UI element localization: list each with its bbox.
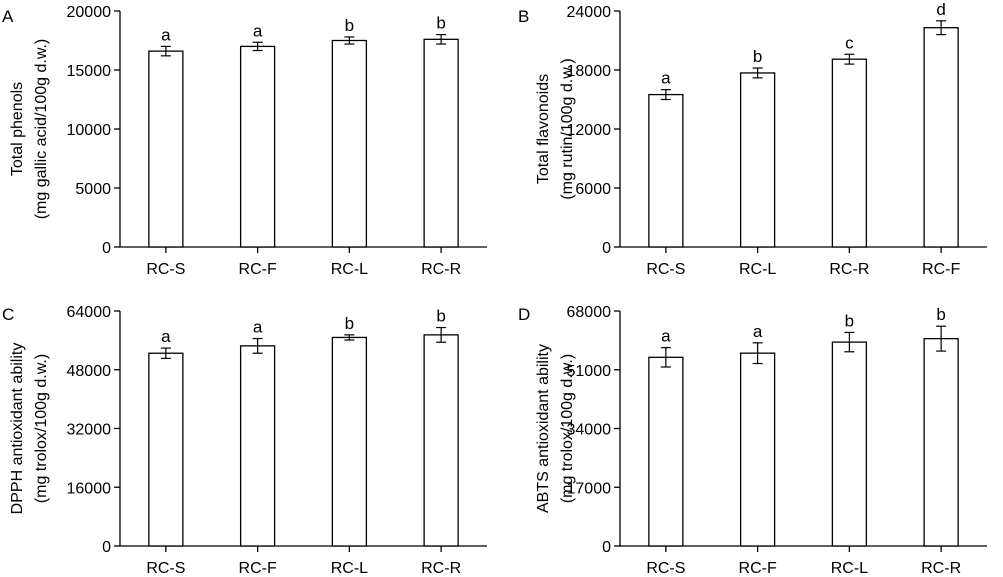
y-tick-label: 12000 [567, 122, 612, 139]
panel-label: B [518, 7, 529, 26]
significance-label: b [845, 311, 854, 330]
y-tick-label: 0 [102, 240, 111, 257]
x-tick-label: RC-F [239, 560, 277, 577]
panel-label: C [2, 305, 14, 324]
x-tick-label: RC-R [421, 261, 461, 278]
y-tick-label: 17000 [567, 480, 612, 497]
bar [423, 38, 459, 248]
y-axis-title: Total flavonoids [535, 74, 552, 184]
x-tick-label: RC-R [421, 560, 461, 577]
y-tick-label: 0 [602, 240, 611, 257]
y-tick-label: 64000 [67, 304, 112, 321]
y-tick-label: 0 [102, 539, 111, 556]
bar [923, 337, 959, 547]
x-tick-label: RC-S [646, 560, 685, 577]
bar [331, 39, 368, 248]
y-axis-unit: (mg trolox/100g d.w.) [33, 354, 50, 503]
bar [239, 45, 276, 248]
significance-label: d [936, 0, 945, 19]
x-tick-label: RC-F [922, 261, 960, 278]
bar [148, 352, 184, 547]
y-tick-label: 34000 [567, 422, 612, 439]
x-tick-label: RC-L [331, 560, 368, 577]
bar [331, 336, 368, 547]
significance-label: a [161, 327, 171, 346]
y-tick-label: 6000 [575, 181, 611, 198]
significance-label: b [436, 307, 445, 326]
y-tick-label: 48000 [67, 363, 112, 380]
bar [148, 50, 184, 248]
y-tick-label: 10000 [67, 122, 112, 139]
y-tick-label: 68000 [567, 304, 612, 321]
x-tick-label: RC-R [921, 560, 961, 577]
bar [831, 341, 868, 547]
significance-label: b [753, 47, 762, 66]
y-tick-label: 18000 [567, 63, 612, 80]
significance-label: b [436, 14, 445, 33]
y-axis-title: ABTS antioxidant ability [535, 344, 552, 513]
significance-label: c [845, 33, 854, 52]
x-tick-label: RC-L [739, 261, 776, 278]
x-tick-label: RC-L [831, 560, 868, 577]
x-tick-label: RC-S [146, 261, 185, 278]
y-tick-label: 5000 [75, 181, 111, 198]
bar [923, 27, 959, 248]
x-tick-label: RC-R [829, 261, 869, 278]
x-tick-label: RC-F [739, 560, 777, 577]
significance-label: a [661, 327, 671, 346]
y-tick-label: 16000 [67, 480, 112, 497]
y-axis-title: DPPH antioxidant ability [9, 343, 26, 515]
y-axis-unit: (mg trolox/100g d.w.) [559, 354, 576, 503]
panel-d: D 0 17000 34000 51000 68000 a RC-S a RC-F b RC-L b RC… [518, 304, 987, 577]
significance-label: a [661, 69, 671, 88]
y-tick-label: 32000 [67, 422, 112, 439]
y-tick-label: 24000 [567, 4, 612, 21]
bar [648, 356, 684, 547]
significance-label: b [345, 314, 354, 333]
panel-c: C 0 16000 32000 48000 64000 a RC-S a RC-F b RC-L b RC… [2, 304, 487, 577]
y-axis-unit: (mg gallic acid/100g d.w.) [33, 39, 50, 220]
y-tick-label: 15000 [67, 63, 112, 80]
y-tick-label: 0 [602, 539, 611, 556]
x-tick-label: RC-S [146, 560, 185, 577]
panel-b: B 0 6000 12000 18000 24000 a RC-S b RC-L c RC-R d RC-… [518, 0, 987, 278]
bar [739, 352, 776, 547]
bar [648, 93, 684, 248]
bar [739, 72, 776, 248]
y-tick-label: 51000 [567, 363, 612, 380]
bar [423, 334, 459, 547]
y-axis-title: Total phenols [9, 82, 26, 176]
significance-label: a [253, 318, 263, 337]
x-tick-label: RC-S [646, 261, 685, 278]
significance-label: a [753, 322, 763, 341]
x-tick-label: RC-L [331, 261, 368, 278]
panel-a: A 0 5000 10000 15000 20000 a RC-S a RC-F b RC-L b RC-… [2, 4, 487, 278]
panel-label: D [518, 305, 530, 324]
panel-label: A [2, 7, 14, 26]
significance-label: a [253, 21, 263, 40]
y-tick-label: 20000 [67, 4, 112, 21]
y-axis-unit: (mg rutin/100g d.w.) [559, 58, 576, 199]
bar [831, 58, 868, 248]
significance-label: a [161, 25, 171, 44]
x-tick-label: RC-F [239, 261, 277, 278]
bar [239, 345, 276, 547]
significance-label: b [345, 16, 354, 35]
significance-label: b [936, 305, 945, 324]
